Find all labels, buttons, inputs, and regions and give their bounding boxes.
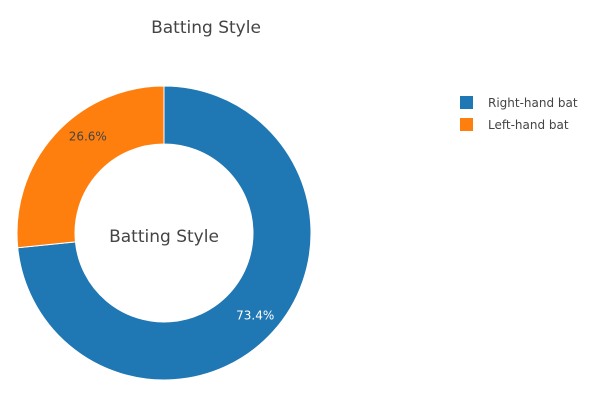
legend: Right-hand bat Left-hand bat (460, 96, 578, 132)
chart-title: Batting Style (151, 18, 261, 38)
legend-swatch[interactable] (460, 118, 473, 131)
slice-percent-label: 73.4% (236, 308, 274, 322)
legend-label[interactable]: Left-hand bat (488, 118, 569, 132)
legend-label[interactable]: Right-hand bat (488, 96, 578, 110)
legend-swatch[interactable] (460, 96, 473, 109)
donut-center-label: Batting Style (109, 227, 219, 247)
slice-percent-label: 26.6% (69, 129, 107, 143)
donut-slice-left-hand-bat[interactable] (17, 86, 164, 248)
